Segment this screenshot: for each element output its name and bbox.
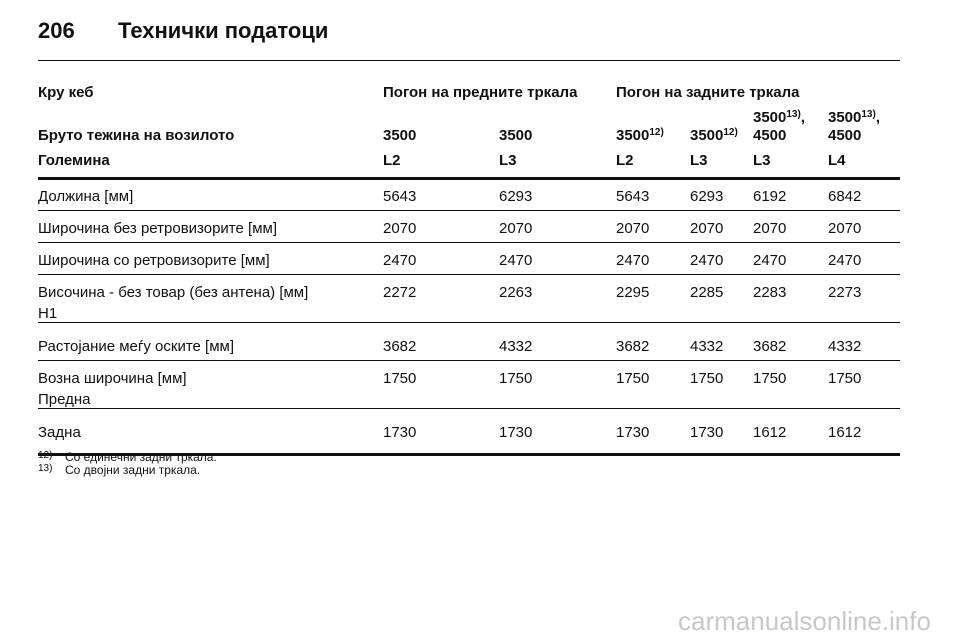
size-cell: L3	[499, 152, 517, 169]
size-cell: L4	[828, 152, 846, 169]
cell-value: 2285	[690, 284, 724, 301]
cell-value: 1750	[616, 370, 650, 387]
punctuation: ,	[875, 109, 880, 126]
row-sublabel: Предна	[38, 391, 91, 408]
cell-value: 4332	[690, 338, 724, 355]
row-label: Растојание меѓу оските [мм]	[38, 338, 234, 355]
weight-value: 3500	[753, 109, 787, 126]
weight-value: 4500	[753, 127, 787, 144]
rule	[38, 60, 900, 61]
cell-value: 4332	[828, 338, 862, 355]
cell-value: 1750	[499, 370, 533, 387]
cell-value: 2273	[828, 284, 862, 301]
rule	[38, 453, 900, 456]
footnote-text: Со двојни задни тркала.	[65, 463, 201, 477]
cell-value: 1750	[690, 370, 724, 387]
row-label: Возна широчина [мм]	[38, 370, 187, 387]
cell-value: 6192	[753, 188, 787, 205]
weight-cell: 3500	[499, 127, 532, 145]
cell-value: 3682	[383, 338, 417, 355]
size-cell: L2	[383, 152, 401, 169]
cell-value: 1612	[753, 424, 787, 441]
weight-value: 3500	[616, 127, 650, 144]
cell-value: 1730	[499, 424, 533, 441]
cell-value: 2272	[383, 284, 417, 301]
group-header: Погон на задните тркала	[616, 84, 800, 101]
cell-value: 2295	[616, 284, 650, 301]
cell-value: 2470	[616, 252, 650, 269]
size-cell: L2	[616, 152, 634, 169]
size-cell: L3	[753, 152, 771, 169]
rule	[38, 177, 900, 180]
rule	[38, 242, 900, 243]
weight-cell: 3500	[383, 127, 416, 145]
row-label: Бруто тежина на возилото	[38, 127, 235, 144]
weight-value: 3500	[499, 127, 533, 144]
weight-value: 3500	[383, 127, 417, 144]
footnote-ref: 12)	[723, 127, 738, 138]
rule	[38, 360, 900, 361]
cell-value: 2470	[499, 252, 533, 269]
row-label: Височина - без товар (без антена) [мм]	[38, 284, 309, 301]
footnote-ref: 13)	[786, 109, 801, 120]
cell-value: 1750	[828, 370, 862, 387]
row-sublabel: H1	[38, 305, 58, 322]
cell-value: 3682	[753, 338, 787, 355]
weight-cell: 350012)	[616, 127, 664, 145]
weight-value: 4500	[828, 127, 862, 144]
footnote-text: Со единечни задни тркала.	[65, 450, 217, 464]
cell-value: 6293	[690, 188, 724, 205]
cell-value: 2470	[753, 252, 787, 269]
weight-cell: 350013),	[828, 109, 880, 127]
cell-value: 2070	[616, 220, 650, 237]
footnote-mark: 12)	[38, 450, 53, 461]
size-cell: L3	[690, 152, 708, 169]
cell-value: 6842	[828, 188, 862, 205]
weight-cell: 350013),	[753, 109, 805, 127]
row-label: Широчина без ретровизорите [мм]	[38, 220, 277, 237]
footnote-ref: 13)	[861, 109, 876, 120]
row-label: Задна	[38, 424, 81, 441]
watermark: carmanualsonline.info	[678, 606, 931, 636]
cell-value: 2470	[383, 252, 417, 269]
cell-value: 2283	[753, 284, 787, 301]
cell-value: 2470	[690, 252, 724, 269]
cell-value: 1730	[690, 424, 724, 441]
punctuation: ,	[800, 109, 805, 126]
row-label: Должина [мм]	[38, 188, 134, 205]
cell-value: 1750	[383, 370, 417, 387]
page-title: Технички податоци	[118, 18, 329, 43]
cell-value: 1750	[753, 370, 787, 387]
row-label: Големина	[38, 152, 110, 169]
cell-value: 3682	[616, 338, 650, 355]
group-header: Кру кеб	[38, 84, 94, 101]
cell-value: 2070	[753, 220, 787, 237]
rule	[38, 210, 900, 211]
cell-value: 2070	[828, 220, 862, 237]
cell-value: 2070	[690, 220, 724, 237]
page-number: 206	[38, 18, 75, 43]
weight-value: 3500	[690, 127, 724, 144]
cell-value: 5643	[616, 188, 650, 205]
footnote-ref: 12)	[649, 127, 664, 138]
cell-value: 1730	[616, 424, 650, 441]
rule	[38, 274, 900, 275]
cell-value: 1730	[383, 424, 417, 441]
cell-value: 4332	[499, 338, 533, 355]
rule	[38, 408, 900, 409]
row-label: Широчина со ретровизорите [мм]	[38, 252, 270, 269]
rule	[38, 322, 900, 323]
cell-value: 1612	[828, 424, 862, 441]
weight-cell: 350012)	[690, 127, 738, 145]
cell-value: 6293	[499, 188, 533, 205]
cell-value: 5643	[383, 188, 417, 205]
cell-value: 2070	[499, 220, 533, 237]
footnote-mark: 13)	[38, 463, 53, 474]
cell-value: 2263	[499, 284, 533, 301]
weight-value: 3500	[828, 109, 862, 126]
cell-value: 2070	[383, 220, 417, 237]
group-header: Погон на предните тркала	[383, 84, 578, 101]
cell-value: 2470	[828, 252, 862, 269]
